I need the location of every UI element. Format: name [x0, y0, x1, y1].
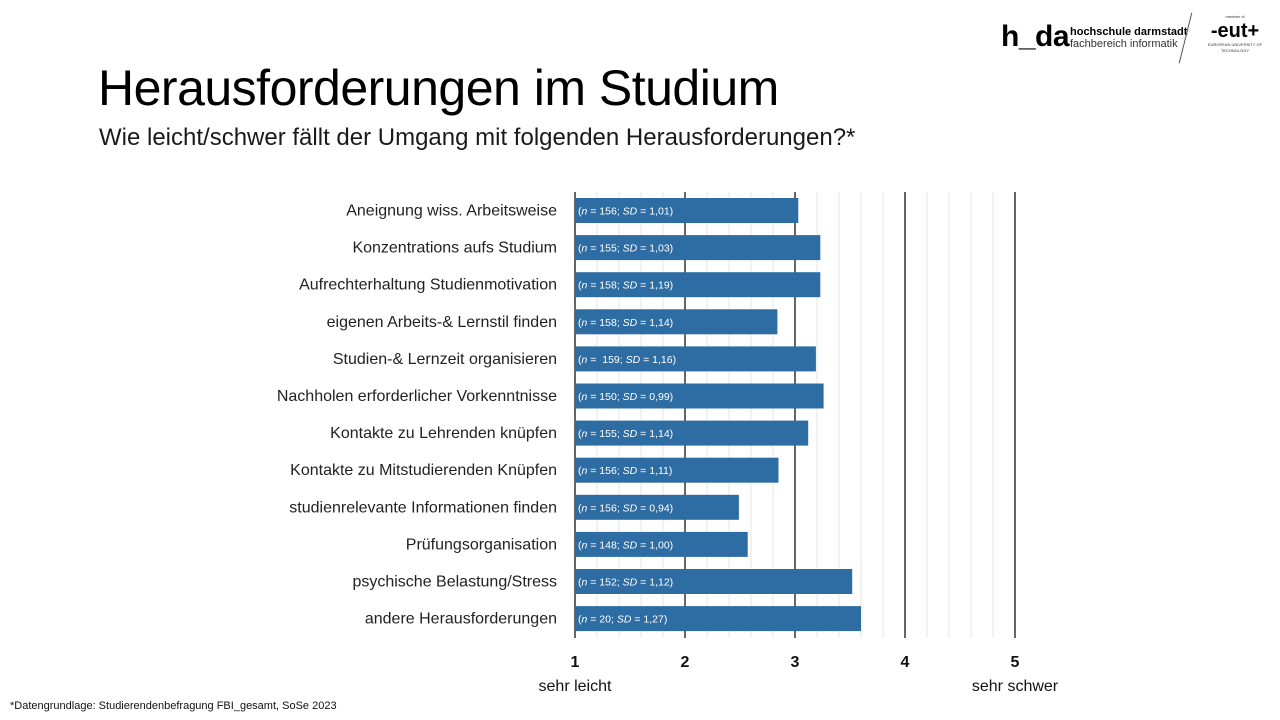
x-tick-label: 3: [791, 654, 800, 671]
footnote: *Datengrundlage: Studierendenbefragung F…: [10, 700, 337, 712]
bar: [575, 272, 821, 298]
bar-data-label: (n = 155; SD = 1,03): [578, 243, 673, 255]
x-tick-label: 5: [1011, 654, 1020, 671]
eut-caption: EUROPEAN UNIVERSITY OF TECHNOLOGY: [1207, 42, 1263, 53]
bar: [575, 531, 748, 557]
bar: [575, 235, 821, 261]
category-label: andere Herausforderungen: [365, 611, 557, 628]
eut-member-text: member of: [1225, 14, 1245, 19]
bar-data-label: (n = 156; SD = 1,11): [578, 465, 672, 477]
eut-logo-mark: -eut+: [1210, 20, 1260, 42]
category-label: Nachholen erforderlicher Vorkenntnisse: [277, 388, 557, 405]
category-label: Studien-& Lernzeit organisieren: [333, 351, 557, 368]
category-label: eigenen Arbeits-& Lernstil finden: [327, 314, 557, 331]
bar-data-label: (n = 159; SD = 1,16): [578, 354, 676, 366]
x-tick-label: 4: [901, 654, 910, 671]
category-label: Konzentrations aufs Studium: [352, 240, 557, 257]
bar-data-label: (n = 156; SD = 0,94): [578, 502, 673, 514]
category-label: studienrelevante Informationen finden: [289, 499, 557, 516]
logo-line1: hochschule darmstadt: [1070, 26, 1188, 38]
bar-data-label: (n = 152; SD = 1,12): [578, 577, 673, 589]
bar: [575, 569, 853, 594]
category-labels: Aneignung wiss. Arbeitsweise Konzentratio…: [277, 203, 557, 628]
bar: [575, 420, 809, 446]
bars: (n = 156; SD = 1,01) (n = 155; SD = 1,03)…: [575, 198, 861, 632]
logo-line2: fachbereich informatik: [1070, 38, 1178, 50]
bar-data-label: (n = 150; SD = 0,99): [578, 391, 673, 403]
hda-logo-text: hochschule darmstadt fachbereich informa…: [1070, 26, 1187, 50]
x-anchor-label: sehr leicht: [539, 678, 612, 695]
bar: [575, 457, 779, 483]
eut-logo: member of -eut+ EUROPEAN UNIVERSITY OF T…: [1205, 14, 1265, 60]
category-label: psychische Belastung/Stress: [352, 574, 557, 591]
hda-logo: h_da: [1001, 20, 1070, 53]
bar-data-label: (n = 156; SD = 1,01): [578, 206, 673, 218]
x-tick-label: 1: [571, 654, 580, 671]
category-label: Aneignung wiss. Arbeitsweise: [346, 203, 557, 220]
x-axis-ticks: 1 sehr leicht 2 3 4 5 sehr schwer: [539, 654, 1059, 695]
slide-title: Herausforderungen im Studium: [98, 60, 779, 116]
x-tick-label: 2: [681, 654, 690, 671]
bar: [575, 346, 816, 372]
bar: [575, 494, 739, 520]
bar-data-label: (n = 148; SD = 1,00): [578, 539, 673, 551]
slide-subtitle: Wie leicht/schwer fällt der Umgang mit f…: [99, 124, 856, 151]
minor-gridlines: [596, 192, 994, 638]
bar: [575, 309, 778, 335]
bar-data-label: (n = 158; SD = 1,14): [578, 317, 673, 329]
category-label: Aufrechterhaltung Studienmotivation: [299, 277, 557, 294]
bar: [575, 198, 799, 223]
major-gridlines: [574, 192, 1016, 638]
category-label: Prüfungsorganisation: [406, 536, 557, 553]
bar-data-label: (n = 20; SD = 1,27): [578, 614, 667, 626]
x-anchor-label: sehr schwer: [972, 678, 1059, 695]
category-label: Kontakte zu Mitstudierenden Knüpfen: [290, 462, 557, 479]
bar-data-label: (n = 155; SD = 1,14): [578, 428, 673, 440]
bar: [575, 606, 861, 632]
bar: [575, 383, 824, 409]
category-label: Kontakte zu Lehrenden knüpfen: [330, 425, 557, 442]
bar-data-label: (n = 158; SD = 1,19): [578, 280, 673, 292]
